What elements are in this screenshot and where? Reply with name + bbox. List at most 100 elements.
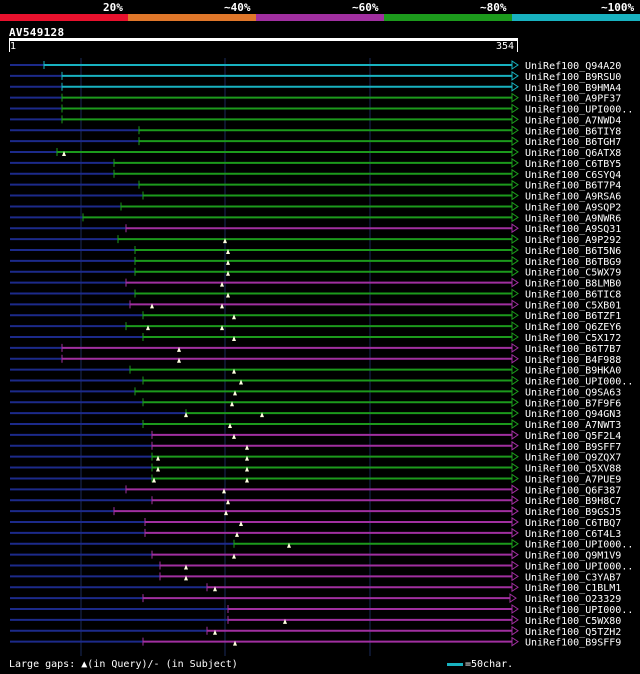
hit-label[interactable]: UniRef100_C5X172 bbox=[525, 333, 621, 344]
hit-row[interactable]: UniRef100_Q9ZQX7 bbox=[10, 451, 621, 464]
hit-label[interactable]: UniRef100_C1BLM1 bbox=[525, 583, 621, 594]
hit-row[interactable]: UniRef100_A9SQP2 bbox=[10, 201, 621, 213]
hit-label[interactable]: UniRef100_Q5TZH2 bbox=[525, 627, 621, 638]
hit-label[interactable]: UniRef100_B9RSU0 bbox=[525, 72, 621, 83]
hit-row[interactable]: UniRef100_B9SFF9 bbox=[10, 636, 621, 649]
hit-label[interactable]: UniRef100_A9SQP2 bbox=[525, 202, 621, 213]
hit-label[interactable]: UniRef100_B9H8C7 bbox=[525, 496, 621, 507]
hit-label[interactable]: UniRef100_UPI000.. bbox=[525, 377, 633, 388]
hit-row[interactable]: UniRef100_B7F9F6 bbox=[10, 397, 621, 409]
hit-row[interactable]: UniRef100_Q94GN3 bbox=[10, 408, 621, 420]
hit-label[interactable]: UniRef100_C5WX79 bbox=[525, 268, 621, 279]
hit-row[interactable]: UniRef100_B8LMB0 bbox=[10, 277, 621, 290]
hit-row[interactable]: UniRef100_B9H8C7 bbox=[10, 495, 621, 507]
hit-label[interactable]: UniRef100_UPI000.. bbox=[525, 105, 633, 116]
hit-label[interactable]: UniRef100_Q6ZEY6 bbox=[525, 322, 621, 333]
hit-label[interactable]: UniRef100_Q5F2L4 bbox=[525, 431, 621, 442]
hit-label[interactable]: UniRef100_Q94GN3 bbox=[525, 409, 621, 420]
hit-label[interactable]: UniRef100_A9PF37 bbox=[525, 94, 621, 105]
hit-row[interactable]: UniRef100_C6TBQ7 bbox=[10, 517, 621, 529]
hit-row[interactable]: UniRef100_Q6F387 bbox=[10, 484, 621, 496]
hit-row[interactable]: UniRef100_UPI000.. bbox=[10, 103, 633, 116]
hit-label[interactable]: UniRef100_UPI000.. bbox=[525, 561, 633, 572]
hit-label[interactable]: UniRef100_Q9SA63 bbox=[525, 387, 621, 398]
hit-label[interactable]: UniRef100_B6TIC8 bbox=[525, 289, 621, 300]
hit-row[interactable]: UniRef100_B9RSU0 bbox=[10, 70, 621, 83]
hit-row[interactable]: UniRef100_C6TBY5 bbox=[10, 157, 621, 170]
hit-label[interactable]: UniRef100_C6TBQ7 bbox=[525, 518, 621, 529]
hit-label[interactable]: UniRef100_A7NWT3 bbox=[525, 420, 621, 431]
hit-label[interactable]: UniRef100_C6SYQ4 bbox=[525, 170, 621, 181]
hit-row[interactable]: UniRef100_A7NWT3 bbox=[10, 419, 621, 431]
hit-row[interactable]: UniRef100_Q6ZEY6 bbox=[10, 321, 621, 333]
hit-label[interactable]: UniRef100_C6TBY5 bbox=[525, 159, 621, 170]
hit-row[interactable]: UniRef100_Q9M1V9 bbox=[10, 549, 621, 562]
hit-row[interactable]: UniRef100_B4F988 bbox=[10, 353, 621, 366]
hit-label[interactable]: UniRef100_UPI000.. bbox=[525, 605, 633, 616]
hit-row[interactable]: UniRef100_Q9SA63 bbox=[10, 386, 621, 398]
hit-row[interactable]: UniRef100_O23329 bbox=[10, 593, 621, 605]
hit-row[interactable]: UniRef100_A9SQ31 bbox=[10, 223, 621, 235]
hit-row[interactable]: UniRef100_Q6ATX8 bbox=[10, 147, 621, 159]
hit-label[interactable]: UniRef100_B7F9F6 bbox=[525, 398, 621, 409]
hit-label[interactable]: UniRef100_C6T4L3 bbox=[525, 529, 621, 540]
hit-row[interactable]: UniRef100_B6TIY8 bbox=[10, 125, 621, 137]
hit-row[interactable]: UniRef100_C6SYQ4 bbox=[10, 168, 621, 181]
hit-label[interactable]: UniRef100_Q9M1V9 bbox=[525, 551, 621, 562]
hit-label[interactable]: UniRef100_B6TIY8 bbox=[525, 126, 621, 137]
hit-row[interactable]: UniRef100_A7PUE9 bbox=[10, 473, 621, 485]
hit-row[interactable]: UniRef100_B9GSJ5 bbox=[10, 506, 621, 518]
hit-row[interactable]: UniRef100_A9P292 bbox=[10, 234, 621, 246]
hit-row[interactable]: UniRef100_B9HKA0 bbox=[10, 364, 621, 377]
hit-label[interactable]: UniRef100_Q5XV88 bbox=[525, 464, 621, 475]
hit-row[interactable]: UniRef100_A9RSA6 bbox=[10, 190, 621, 203]
hit-label[interactable]: UniRef100_B6T7P4 bbox=[525, 181, 621, 192]
hit-row[interactable]: UniRef100_B6TBG9 bbox=[10, 255, 621, 268]
hit-row[interactable]: UniRef100_UPI000.. bbox=[10, 375, 633, 388]
hit-label[interactable]: UniRef100_UPI000.. bbox=[525, 540, 633, 551]
hit-label[interactable]: UniRef100_Q6ATX8 bbox=[525, 148, 621, 159]
hit-row[interactable]: UniRef100_B6TZF1 bbox=[10, 310, 621, 322]
hit-label[interactable]: UniRef100_B6T7B7 bbox=[525, 344, 621, 355]
hit-label[interactable]: UniRef100_C5XB01 bbox=[525, 300, 621, 311]
hit-row[interactable]: UniRef100_B6TGH7 bbox=[10, 136, 621, 148]
hit-row[interactable]: UniRef100_A9NWR6 bbox=[10, 212, 621, 224]
hit-row[interactable]: UniRef100_C5WX80 bbox=[10, 614, 621, 627]
hit-label[interactable]: UniRef100_A9RSA6 bbox=[525, 192, 621, 203]
hit-row[interactable]: UniRef100_B6T5N6 bbox=[10, 245, 621, 257]
hit-row[interactable]: UniRef100_B6T7P4 bbox=[10, 179, 621, 192]
hit-label[interactable]: UniRef100_A9SQ31 bbox=[525, 224, 621, 235]
hit-label[interactable]: UniRef100_B9HKA0 bbox=[525, 366, 621, 377]
hit-row[interactable]: UniRef100_B6TIC8 bbox=[10, 288, 621, 300]
hit-label[interactable]: UniRef100_C3YAB7 bbox=[525, 572, 621, 583]
hit-label[interactable]: UniRef100_A9P292 bbox=[525, 235, 621, 246]
hit-label[interactable]: UniRef100_Q94A20 bbox=[525, 61, 621, 72]
hit-label[interactable]: UniRef100_A7NWD4 bbox=[525, 115, 621, 126]
hit-label[interactable]: UniRef100_B6T5N6 bbox=[525, 246, 621, 257]
hit-row[interactable]: UniRef100_B9HMA4 bbox=[10, 81, 621, 94]
hit-label[interactable]: UniRef100_B6TBG9 bbox=[525, 257, 621, 268]
hit-label[interactable]: UniRef100_Q6F387 bbox=[525, 485, 621, 496]
hit-row[interactable]: UniRef100_A9PF37 bbox=[10, 92, 621, 105]
hit-label[interactable]: UniRef100_A9NWR6 bbox=[525, 213, 621, 224]
hit-row[interactable]: UniRef100_Q5TZH2 bbox=[10, 625, 621, 638]
hit-row[interactable]: UniRef100_Q94A20 bbox=[10, 60, 621, 72]
hit-label[interactable]: UniRef100_B9GSJ5 bbox=[525, 507, 621, 518]
hit-row[interactable]: UniRef100_UPI000.. bbox=[10, 538, 633, 551]
hit-label[interactable]: UniRef100_O23329 bbox=[525, 594, 621, 605]
hit-row[interactable]: UniRef100_C1BLM1 bbox=[10, 582, 621, 594]
hit-label[interactable]: UniRef100_B6TZF1 bbox=[525, 311, 621, 322]
hit-row[interactable]: UniRef100_UPI000.. bbox=[10, 604, 633, 616]
hit-label[interactable]: UniRef100_C5WX80 bbox=[525, 616, 621, 627]
hit-row[interactable]: UniRef100_C5WX79 bbox=[10, 266, 621, 279]
hit-label[interactable]: UniRef100_B9HMA4 bbox=[525, 83, 621, 94]
hit-row[interactable]: UniRef100_C3YAB7 bbox=[10, 571, 621, 583]
hit-row[interactable]: UniRef100_B6T7B7 bbox=[10, 342, 621, 355]
hit-label[interactable]: UniRef100_B8LMB0 bbox=[525, 279, 621, 290]
hit-row[interactable]: UniRef100_Q5F2L4 bbox=[10, 429, 621, 442]
hit-row[interactable]: UniRef100_C6T4L3 bbox=[10, 527, 621, 540]
hit-row[interactable]: UniRef100_C5XB01 bbox=[10, 299, 621, 311]
hit-row[interactable]: UniRef100_Q5XV88 bbox=[10, 462, 621, 475]
hit-label[interactable]: UniRef100_B4F988 bbox=[525, 355, 621, 366]
hit-label[interactable]: UniRef100_B6TGH7 bbox=[525, 137, 621, 148]
